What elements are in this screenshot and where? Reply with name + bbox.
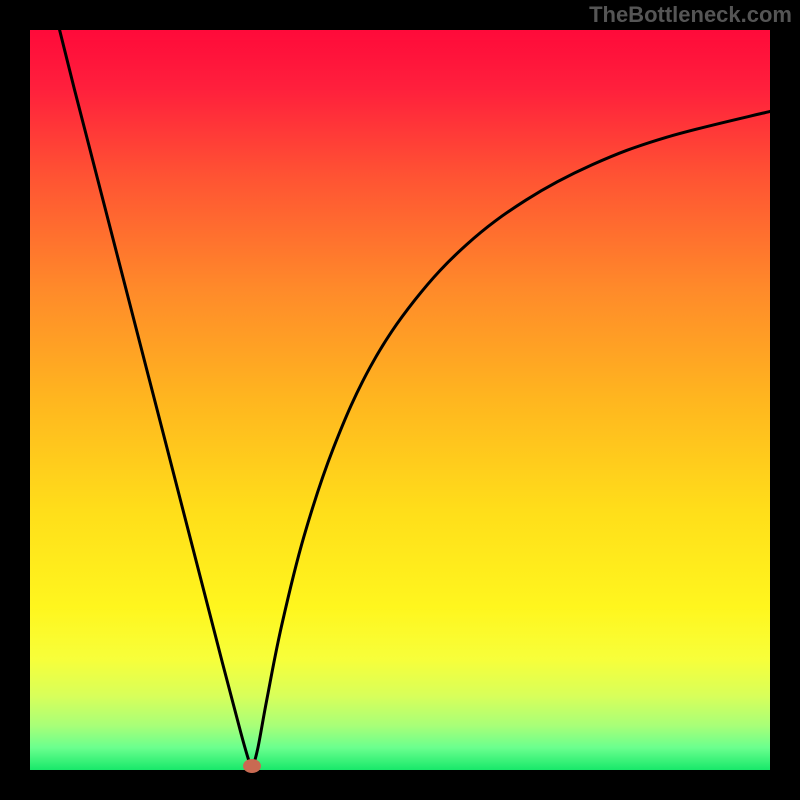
curve-right-branch — [252, 111, 770, 770]
watermark-text: TheBottleneck.com — [589, 2, 792, 28]
curve-svg — [30, 30, 770, 770]
minimum-marker — [243, 759, 261, 773]
chart-container: TheBottleneck.com — [0, 0, 800, 800]
curve-left-branch — [60, 30, 252, 770]
plot-area — [30, 30, 770, 770]
